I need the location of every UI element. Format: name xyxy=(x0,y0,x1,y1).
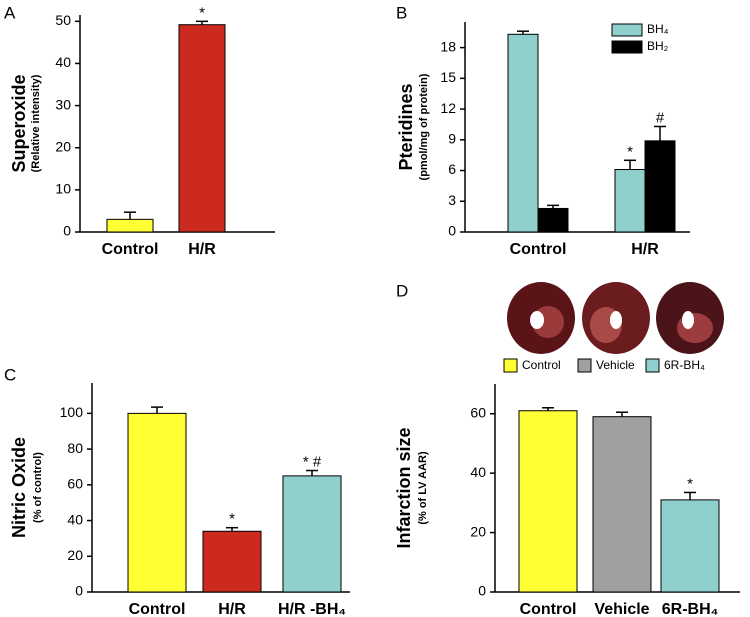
annotation: * xyxy=(687,475,693,492)
y-axis-subtitle: (% of control) xyxy=(32,452,44,523)
y-tick-label: 40 xyxy=(470,464,486,480)
legend-label: BH₄ xyxy=(647,22,669,36)
legend-swatch xyxy=(645,358,660,373)
bar xyxy=(106,218,154,233)
y-tick-label: 60 xyxy=(470,404,486,420)
x-tick-label: H/R xyxy=(188,241,216,258)
annotation: * xyxy=(627,143,633,160)
y-axis-subtitle: (Relative intensity) xyxy=(30,74,42,172)
y-axis-title: Pteridines xyxy=(396,83,416,170)
y-tick-label: 10 xyxy=(55,181,71,197)
bar xyxy=(537,207,569,233)
panel-label: B xyxy=(396,3,407,22)
x-tick-label: Control xyxy=(102,241,159,258)
x-tick-label: H/R xyxy=(218,601,246,617)
annotation: * xyxy=(229,511,235,528)
panel: B Pteridines (pmol/mg of protein) 0 3 6 9 12 15 1… xyxy=(396,3,690,258)
y-tick-label: 6 xyxy=(448,161,456,177)
legend-label: BH₂ xyxy=(647,39,669,53)
y-tick-label: 30 xyxy=(55,96,71,112)
y-tick-label: 0 xyxy=(75,583,83,599)
bar xyxy=(592,416,652,593)
panel-label: A xyxy=(4,3,16,22)
y-tick-label: 15 xyxy=(440,69,456,85)
y-axis-title: Superoxide xyxy=(9,74,29,172)
y-tick-label: 100 xyxy=(60,404,84,420)
y-tick-label: 20 xyxy=(67,547,83,563)
legend-label: Control xyxy=(522,358,561,372)
y-tick-label: 40 xyxy=(55,54,71,70)
y-tick-label: 12 xyxy=(440,100,456,116)
bar xyxy=(660,499,720,593)
y-tick-label: 80 xyxy=(67,440,83,456)
bar xyxy=(507,33,539,233)
x-tick-label: Control xyxy=(129,601,186,617)
bar xyxy=(282,475,342,593)
x-tick-label: Control xyxy=(510,241,567,258)
legend-swatch xyxy=(503,358,518,373)
annotation: * xyxy=(199,4,205,21)
legend-swatch xyxy=(611,40,643,54)
legend-label: Vehicle xyxy=(596,358,635,372)
y-tick-label: 50 xyxy=(55,12,71,28)
panel: C Nitric Oxide (% of control) 0 20 40 60 80 100 C… xyxy=(4,365,350,617)
y-tick-label: 60 xyxy=(67,476,83,492)
x-tick-label: Vehicle xyxy=(594,601,649,617)
annotation: * # xyxy=(303,454,322,471)
heart-images xyxy=(507,282,724,354)
panel-label: C xyxy=(4,365,16,384)
heart-lumen xyxy=(610,311,622,329)
panel: D Infarction size (% of LV AAR) 0 20 40 60 Cont… xyxy=(394,281,740,617)
y-axis-title: Infarction size xyxy=(394,427,414,548)
y-tick-label: 0 xyxy=(478,583,486,599)
x-tick-label: H/R xyxy=(631,241,659,258)
panel-label: D xyxy=(396,281,408,300)
heart-lumen xyxy=(682,311,694,329)
y-tick-label: 0 xyxy=(448,223,456,239)
y-tick-label: 20 xyxy=(55,138,71,154)
y-axis-subtitle: (% of LV AAR) xyxy=(417,451,429,525)
legend-swatch xyxy=(577,358,592,373)
legend-swatch xyxy=(611,23,643,37)
bar xyxy=(614,169,646,233)
bar xyxy=(202,530,262,593)
y-tick-label: 40 xyxy=(67,511,83,527)
bar xyxy=(178,24,226,233)
annotation: # xyxy=(656,109,665,126)
y-axis-title: Nitric Oxide xyxy=(9,437,29,538)
x-tick-label: 6R-BH₄ xyxy=(662,601,719,617)
panel: A Superoxide (Relative intensity) 0 10 20 30 40… xyxy=(4,3,275,258)
y-tick-label: 3 xyxy=(448,192,456,208)
bar xyxy=(518,410,578,593)
y-tick-label: 18 xyxy=(440,38,456,54)
y-tick-label: 0 xyxy=(63,223,71,239)
y-tick-label: 9 xyxy=(448,131,456,147)
bar xyxy=(127,412,187,593)
x-tick-label: H/R -BH₄ xyxy=(278,601,346,617)
heart-lumen xyxy=(530,311,544,329)
x-tick-label: Control xyxy=(520,601,577,617)
y-tick-label: 20 xyxy=(470,523,486,539)
y-axis-subtitle: (pmol/mg of protein) xyxy=(418,73,430,180)
bar xyxy=(644,140,676,233)
legend-label: 6R-BH₄ xyxy=(664,358,705,372)
